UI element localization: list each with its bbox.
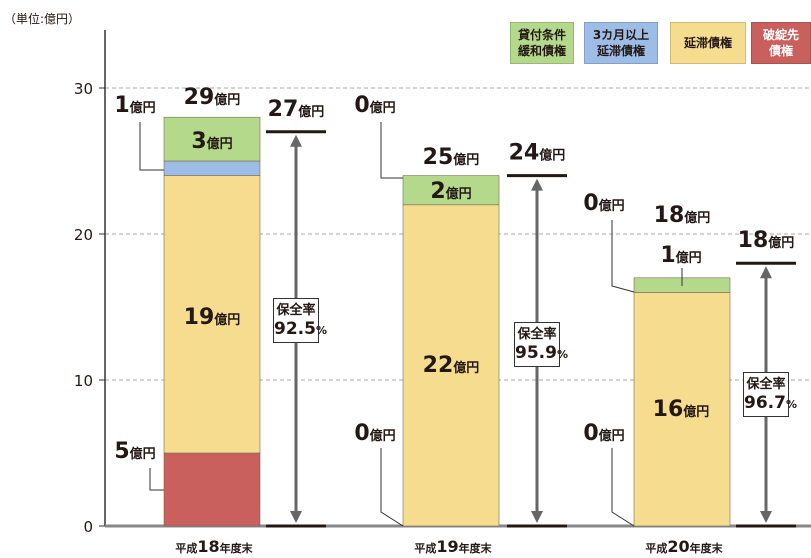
legend-label: 破綻先 債権 [762, 28, 799, 58]
legend-item: 破綻先 債権 [751, 22, 811, 64]
leader-line [611, 220, 635, 293]
legend-item: 貸付条件 緩和債権 [510, 22, 574, 64]
legend-item: 3カ月以上 延滞債権 [584, 22, 658, 64]
bar-segment [402, 175, 500, 206]
bar-segment [163, 175, 261, 454]
leader-line [139, 122, 164, 171]
data-label-entai: 22億円 [423, 353, 480, 378]
arrow-head-up [760, 266, 772, 279]
unit-label: （単位:億円） [4, 12, 81, 26]
total-label: 25億円 [423, 145, 480, 170]
arrow-head-down [531, 511, 543, 523]
total-label: 18億円 [654, 203, 711, 228]
data-label-entai: 19億円 [184, 305, 241, 330]
secured-rate-value: 92.5 [274, 319, 316, 339]
arrow-head-up [290, 134, 302, 147]
percent-sign: % [556, 348, 568, 361]
legend-label: 貸付条件 緩和債権 [517, 28, 566, 58]
y-tick-label: 30 [74, 80, 93, 98]
secured-rate-value: 95.9 [515, 343, 557, 363]
bar-segment [402, 204, 500, 527]
y-tick-label: 0 [83, 518, 93, 536]
bar-segment [633, 292, 731, 527]
leader-line [611, 448, 635, 527]
legend-label: 3カ月以上 延滞債権 [592, 28, 650, 58]
x-tick-label: 平成20年度末 [645, 537, 723, 556]
y-tick-label: 20 [74, 226, 93, 244]
data-label-kanwa: 1億円 [660, 243, 701, 268]
data-label-hatan: 0億円 [583, 421, 624, 446]
data-label-kanwa: 2億円 [430, 179, 471, 204]
secured-rate-label: 保全率 [746, 377, 786, 392]
percent-sign: % [785, 398, 797, 411]
secured-rate-label: 保全率 [276, 303, 316, 318]
secured-rate-value: 96.7 [744, 393, 786, 413]
data-label-hatan: 0億円 [354, 421, 395, 446]
bar-segment [163, 116, 261, 162]
data-label-kanwa: 3億円 [191, 129, 232, 154]
secured-rate-label: 保全率 [517, 327, 557, 342]
total-label: 29億円 [184, 85, 241, 110]
data-label-3month: 0億円 [583, 191, 624, 216]
bar-segment [163, 160, 261, 176]
percent-sign: % [315, 324, 327, 337]
leader-line [380, 122, 403, 179]
secured-label: 27億円 [268, 97, 325, 122]
arrow-head-down [290, 511, 302, 523]
secured-label: 18億円 [738, 228, 795, 253]
secured-label: 24億円 [509, 141, 566, 166]
x-tick-label: 平成19年度末 [414, 537, 492, 556]
data-label-hatan: 5億円 [114, 439, 155, 464]
secured-rate-box: 保全率 92.5% [273, 298, 327, 343]
leader-line [149, 468, 164, 491]
secured-rate-box: 保全率 95.9% [514, 322, 568, 367]
arrow-head-up [531, 178, 543, 191]
bar-segment [163, 452, 261, 527]
y-tick-label: 10 [74, 372, 93, 390]
secured-rate-box: 保全率 96.7% [743, 372, 797, 417]
legend-item: 延滞債権 [670, 22, 746, 64]
data-label-3month: 1億円 [114, 93, 155, 118]
arrow-head-down [760, 511, 772, 523]
leader-line [380, 448, 404, 527]
data-label-3month: 0億円 [354, 93, 395, 118]
legend-label: 延滞債権 [683, 36, 732, 50]
data-label-entai: 16億円 [653, 397, 710, 422]
x-tick-label: 平成18年度末 [175, 537, 253, 556]
